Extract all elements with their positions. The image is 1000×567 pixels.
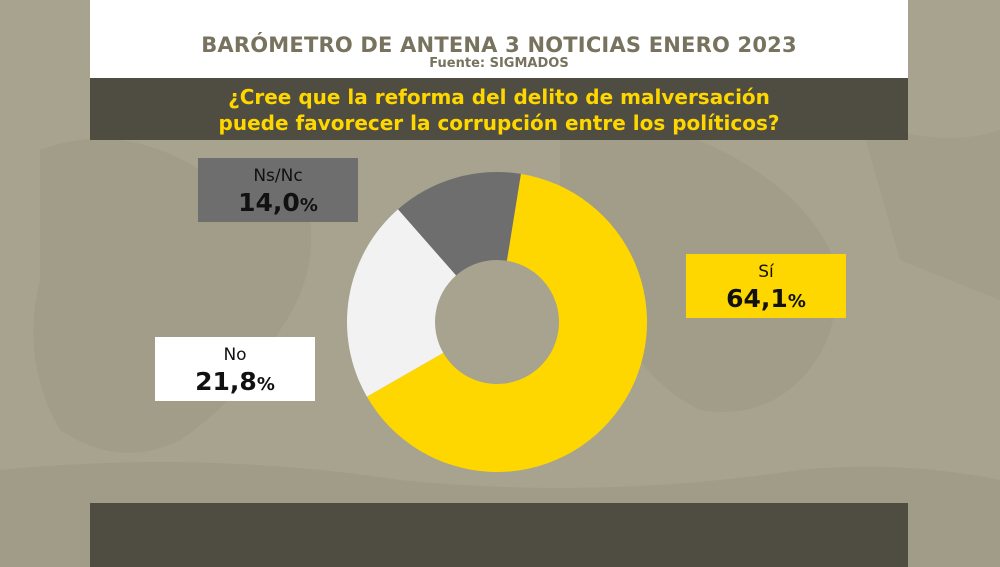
label-box-no: No 21,8% — [155, 337, 315, 401]
bottom-bar — [90, 503, 908, 567]
label-box-si: Sí 64,1% — [686, 254, 846, 318]
legend-label-no: No — [223, 345, 247, 365]
value-label-no: 21,8% — [155, 367, 315, 396]
pct-symbol-nsnc: % — [299, 195, 318, 216]
value-label-nsnc: 14,0% — [198, 188, 358, 217]
question-line-1: ¿Cree que la reforma del delito de malve… — [228, 85, 770, 109]
value-label-si: 64,1% — [686, 284, 846, 313]
slice-no — [347, 209, 457, 397]
legend-label-si: Sí — [758, 262, 774, 282]
pct-symbol-no: % — [256, 374, 275, 395]
slice-si — [366, 173, 647, 473]
question-line-2: puede favorecer la corrupción entre los … — [218, 111, 780, 135]
header-panel: BARÓMETRO DE ANTENA 3 NOTICIAS ENERO 202… — [90, 0, 908, 78]
pct-symbol-si: % — [787, 291, 806, 312]
page-title: BARÓMETRO DE ANTENA 3 NOTICIAS ENERO 202… — [201, 33, 797, 57]
source-label: Fuente: SIGMADOS — [429, 56, 569, 71]
label-box-nsnc: Ns/Nc 14,0% — [198, 158, 358, 222]
value-number-no: 21,8 — [195, 367, 257, 396]
value-number-si: 64,1 — [726, 284, 788, 313]
slice-nsnc — [398, 172, 521, 276]
value-number-nsnc: 14,0 — [238, 188, 300, 217]
legend-label-nsnc: Ns/Nc — [253, 166, 303, 186]
question-bar: ¿Cree que la reforma del delito de malve… — [90, 78, 908, 140]
